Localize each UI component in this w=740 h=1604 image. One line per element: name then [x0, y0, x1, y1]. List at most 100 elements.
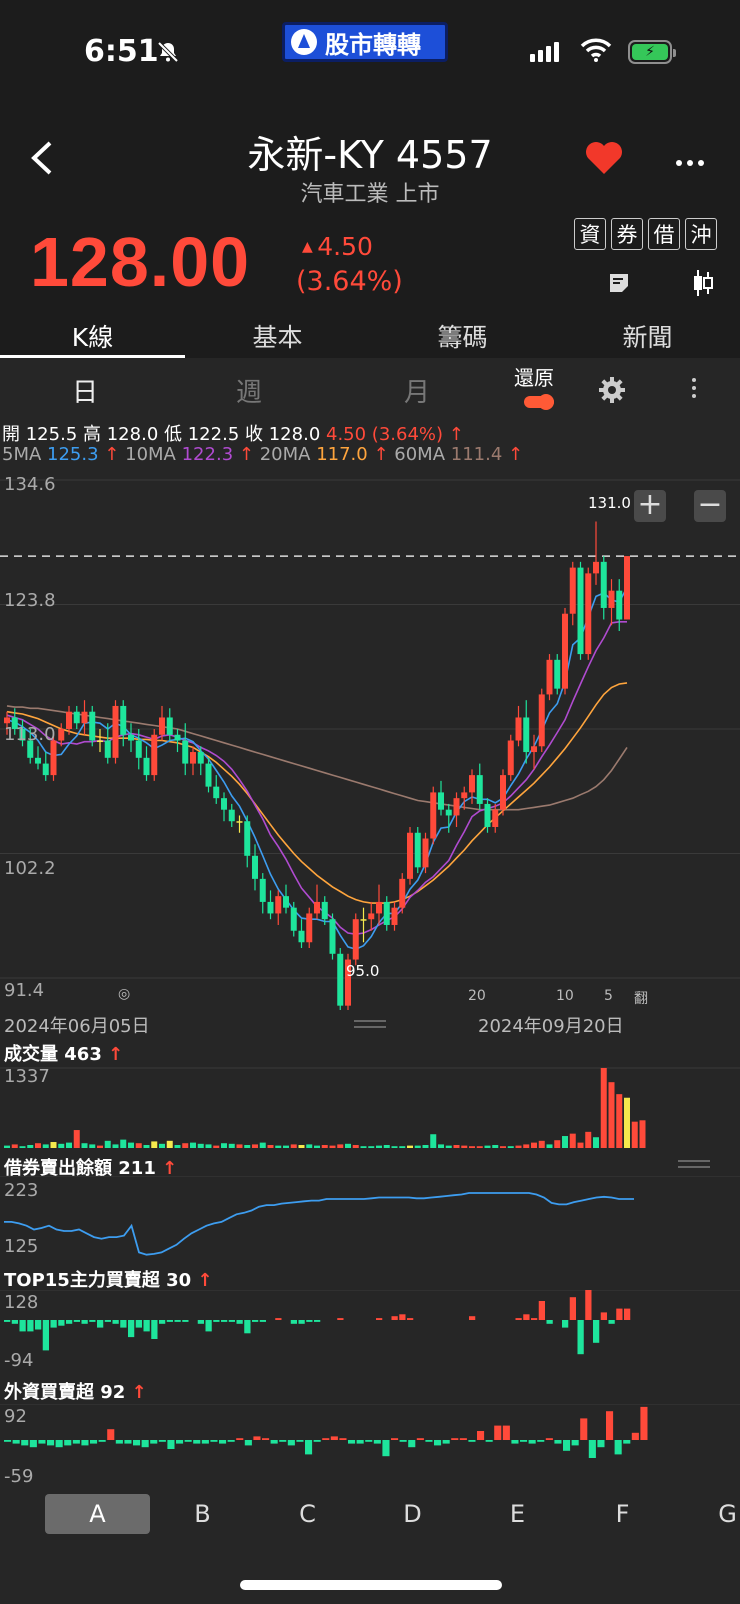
tab-chips[interactable]: 籌碼	[437, 323, 488, 352]
indicator-bar	[515, 1318, 522, 1320]
candle-body	[298, 930, 305, 943]
indicator-bar	[554, 1440, 562, 1444]
indicator-bar	[228, 1320, 235, 1322]
indicator-bar	[201, 1440, 209, 1444]
candle-body	[213, 786, 220, 799]
indicator-bar	[399, 1440, 407, 1442]
candle-body	[58, 729, 65, 741]
note-icon[interactable]	[608, 272, 630, 294]
indicator-bar	[477, 1431, 485, 1440]
candle-body	[376, 901, 382, 914]
x-marker-20: 20	[468, 988, 486, 1004]
candle-body	[337, 953, 344, 1006]
key-g[interactable]: G	[718, 1500, 737, 1528]
tab-kline[interactable]: K線	[0, 312, 185, 358]
indicator-bar	[399, 1314, 406, 1320]
y-tick-top: 134.6	[4, 474, 56, 495]
volume-bar	[166, 1140, 173, 1148]
restore-toggle[interactable]	[524, 394, 554, 410]
volume-bar	[538, 1140, 545, 1148]
indicator-bar	[107, 1429, 115, 1440]
x-marker-flip: 翻	[634, 991, 648, 1007]
indicator-bar	[623, 1440, 631, 1444]
key-c[interactable]: C	[299, 1500, 316, 1528]
indicator-bar	[314, 1320, 321, 1322]
indicator-bar	[585, 1290, 592, 1320]
zoom-in-button[interactable]: +	[634, 490, 666, 522]
volume-bar	[205, 1144, 212, 1148]
indicator-bar	[531, 1318, 538, 1320]
candle-body	[616, 590, 623, 620]
key-f[interactable]: F	[615, 1500, 630, 1528]
y-tick-3: 113.0	[4, 724, 56, 745]
tab-basic[interactable]: 基本	[252, 323, 303, 352]
volume-bar	[469, 1146, 475, 1148]
candle-body	[368, 913, 375, 920]
indicator-bar	[42, 1320, 49, 1351]
period-day[interactable]: 日	[72, 378, 99, 408]
margin-title: 借券賣出餘額 211 ↑	[4, 1158, 178, 1179]
gear-icon[interactable]	[598, 376, 626, 404]
period-month[interactable]: 月	[404, 378, 431, 408]
candle-body	[515, 717, 522, 741]
volume-bar	[399, 1146, 406, 1148]
key-a[interactable]: A	[45, 1494, 150, 1534]
indicator-bar	[193, 1440, 201, 1444]
candle-body	[290, 907, 297, 931]
price-change-percent: (3.64%)	[296, 266, 403, 297]
indicator-bar	[64, 1440, 72, 1446]
period-week[interactable]: 週	[236, 378, 263, 408]
candle-body	[523, 717, 530, 753]
favorite-heart-icon[interactable]	[584, 140, 624, 176]
candle-body	[97, 740, 103, 743]
tag-margin[interactable]: 資	[574, 218, 606, 250]
key-e[interactable]: E	[509, 1500, 526, 1528]
volume-bar	[244, 1145, 251, 1148]
candle-body	[120, 705, 127, 735]
indicator-bar	[221, 1320, 228, 1322]
zoom-out-button[interactable]: −	[694, 490, 726, 522]
candle-body	[554, 659, 561, 689]
tab-news[interactable]: 新聞	[622, 323, 673, 352]
key-b[interactable]: B	[194, 1500, 211, 1528]
candle-body	[259, 878, 266, 902]
candlestick-chart[interactable]	[0, 470, 740, 1010]
volume-bar	[577, 1142, 584, 1148]
indicator-bar	[98, 1440, 106, 1442]
volume-bar	[329, 1145, 336, 1148]
volume-bar	[275, 1145, 282, 1148]
indicator-bar	[511, 1440, 519, 1444]
indicator-bar	[442, 1440, 450, 1444]
more-options-icon[interactable]	[676, 160, 704, 166]
margin-resize-handle[interactable]	[678, 1160, 710, 1168]
tag-daytrade[interactable]: 沖	[685, 218, 717, 250]
candlestick-icon[interactable]	[692, 270, 714, 296]
tag-borrow[interactable]: 借	[648, 218, 680, 250]
tag-short[interactable]: 券	[611, 218, 643, 250]
ma20-line	[6, 682, 628, 904]
indicator-bar	[606, 1411, 614, 1440]
indicator-bar	[89, 1320, 96, 1322]
volume-bar	[523, 1144, 530, 1148]
indicator-bar	[485, 1440, 493, 1442]
volume-bar	[360, 1146, 367, 1148]
indicator-bar	[408, 1440, 416, 1448]
indicator-bar	[262, 1438, 270, 1440]
volume-bar	[135, 1143, 142, 1148]
home-indicator[interactable]	[240, 1580, 502, 1590]
candle-body	[197, 752, 204, 764]
resize-handle[interactable]	[354, 1020, 386, 1028]
volume-title: 成交量 463 ↑	[4, 1044, 124, 1065]
indicator-bar	[569, 1297, 576, 1320]
volume-bar	[391, 1146, 398, 1148]
volume-bar	[66, 1142, 72, 1148]
indicator-bar	[468, 1440, 476, 1442]
indicator-bar	[382, 1440, 390, 1457]
foreign-max-label: 92	[4, 1406, 27, 1427]
key-d[interactable]: D	[403, 1500, 422, 1528]
indicator-bar	[252, 1320, 259, 1322]
back-icon[interactable]	[28, 140, 56, 176]
indicator-bar	[27, 1320, 34, 1332]
chart-more-icon[interactable]	[692, 378, 696, 398]
indicator-bar	[115, 1440, 123, 1444]
